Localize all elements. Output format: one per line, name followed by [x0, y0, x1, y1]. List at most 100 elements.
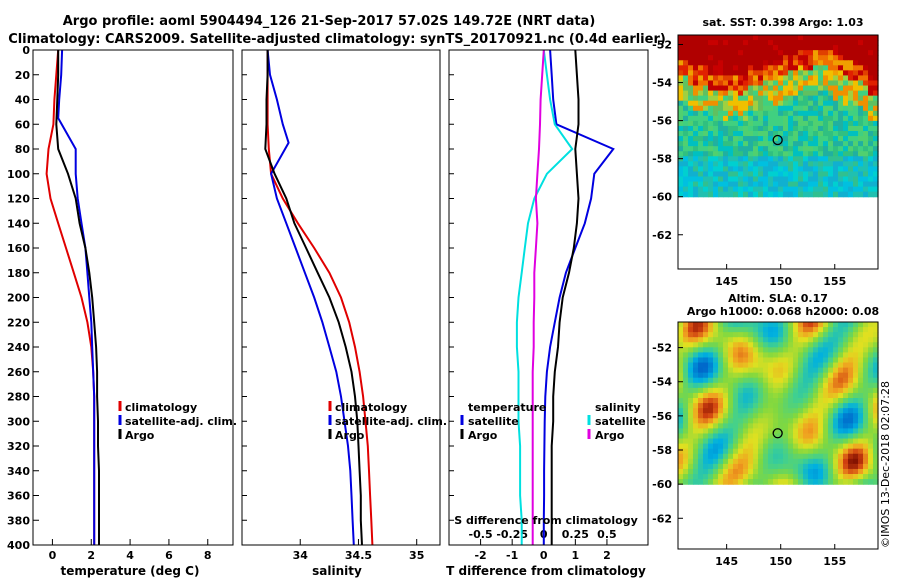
heatmap-cell — [863, 398, 869, 404]
heatmap-cell — [753, 433, 759, 440]
heatmap-cell — [768, 45, 774, 51]
heatmap-cell — [723, 151, 729, 157]
heatmap-cell — [828, 90, 834, 97]
heatmap-cell — [808, 146, 814, 152]
heatmap-cell — [833, 80, 839, 87]
heatmap-cell — [843, 322, 849, 328]
heatmap-cell — [683, 105, 689, 112]
heatmap-cell — [748, 377, 754, 384]
heatmap-cell — [773, 181, 779, 188]
heatmap-cell — [743, 151, 749, 157]
heatmap-cell — [863, 50, 869, 56]
heatmap-cell — [748, 40, 754, 46]
heatmap-cell — [843, 166, 849, 173]
heatmap-cell — [798, 60, 804, 66]
heatmap-cell — [828, 65, 834, 71]
heatmap-cell — [778, 120, 784, 127]
heatmap-cell — [708, 413, 714, 419]
heatmap-cell — [843, 382, 849, 389]
heatmap-cell — [868, 125, 874, 132]
heatmap-cell — [698, 423, 704, 430]
heatmap-cell — [698, 387, 704, 394]
heatmap-cell — [683, 80, 689, 87]
heatmap-cell — [868, 120, 874, 127]
heatmap-cell — [718, 176, 724, 183]
heatmap-cell — [798, 377, 804, 384]
heatmap-cell — [788, 110, 794, 117]
heatmap-cell — [728, 468, 734, 475]
heatmap-cell — [738, 181, 744, 188]
heatmap-cell — [758, 418, 764, 424]
heatmap-cell — [698, 474, 704, 480]
heatmap-cell — [768, 80, 774, 87]
heatmap-cell — [758, 413, 764, 419]
heatmap-cell — [733, 80, 739, 87]
heatmap-cell — [703, 161, 709, 167]
heatmap-cell — [793, 131, 799, 137]
heatmap-cell — [808, 337, 814, 343]
heatmap-cell — [838, 55, 844, 61]
heatmap-cell — [868, 136, 874, 142]
heatmap-cell — [803, 105, 809, 112]
heatmap-cell — [743, 141, 749, 147]
heatmap-cell — [823, 45, 829, 51]
heatmap-cell — [738, 50, 744, 56]
series-line-salinity-argo — [531, 50, 545, 545]
heatmap-cell — [758, 125, 764, 132]
heatmap-cell — [833, 392, 839, 399]
difference-top-axis-label: S difference from climatology — [454, 514, 638, 527]
heatmap-cell — [848, 342, 854, 348]
heatmap-cell — [683, 347, 689, 353]
heatmap-cell — [738, 408, 744, 414]
heatmap-cell — [863, 387, 869, 394]
heatmap-cell — [863, 458, 869, 465]
heatmap-cell — [873, 479, 879, 485]
heatmap-cell — [858, 463, 864, 470]
heatmap-cell — [788, 474, 794, 480]
heatmap-cell — [713, 181, 719, 188]
heatmap-cell — [773, 176, 779, 183]
heatmap-cell — [803, 156, 809, 162]
heatmap-cell — [733, 463, 739, 470]
heatmap-cell — [688, 50, 694, 56]
heatmap-cell — [843, 125, 849, 132]
heatmap-cell — [843, 70, 849, 77]
heatmap-cell — [733, 105, 739, 112]
heatmap-cell — [743, 80, 749, 87]
heatmap-cell — [733, 458, 739, 465]
heatmap-cell — [708, 377, 714, 384]
heatmap-cell — [873, 387, 879, 394]
heatmap-cell — [683, 186, 689, 193]
heatmap-cell — [758, 463, 764, 470]
heatmap-cell — [818, 372, 824, 379]
heatmap-cell — [743, 136, 749, 142]
heatmap-cell — [808, 433, 814, 440]
heatmap-cell — [873, 45, 879, 51]
heatmap-cell — [828, 176, 834, 183]
heatmap-cell — [873, 372, 879, 379]
heatmap-cell — [778, 372, 784, 379]
heatmap-cell — [823, 342, 829, 348]
heatmap-cell — [863, 55, 869, 61]
heatmap-cell — [853, 332, 859, 338]
heatmap-cell — [683, 377, 689, 384]
y-tick-label: 100 — [7, 168, 30, 181]
heatmap-cell — [783, 362, 789, 369]
heatmap-cell — [758, 367, 764, 374]
heatmap-cell — [768, 60, 774, 66]
heatmap-cell — [788, 392, 794, 399]
heatmap-cell — [873, 50, 879, 56]
heatmap-cell — [798, 110, 804, 117]
heatmap-cell — [718, 433, 724, 440]
heatmap-cell — [743, 115, 749, 122]
heatmap-cell — [843, 387, 849, 394]
heatmap-cell — [838, 403, 844, 409]
heatmap-cell — [698, 120, 704, 127]
heatmap-cell — [873, 468, 879, 475]
heatmap-cell — [793, 151, 799, 157]
heatmap-cell — [678, 387, 684, 394]
heatmap-cell — [873, 438, 879, 445]
heatmap-cell — [803, 479, 809, 485]
heatmap-cell — [833, 100, 839, 107]
heatmap-cell — [768, 141, 774, 147]
